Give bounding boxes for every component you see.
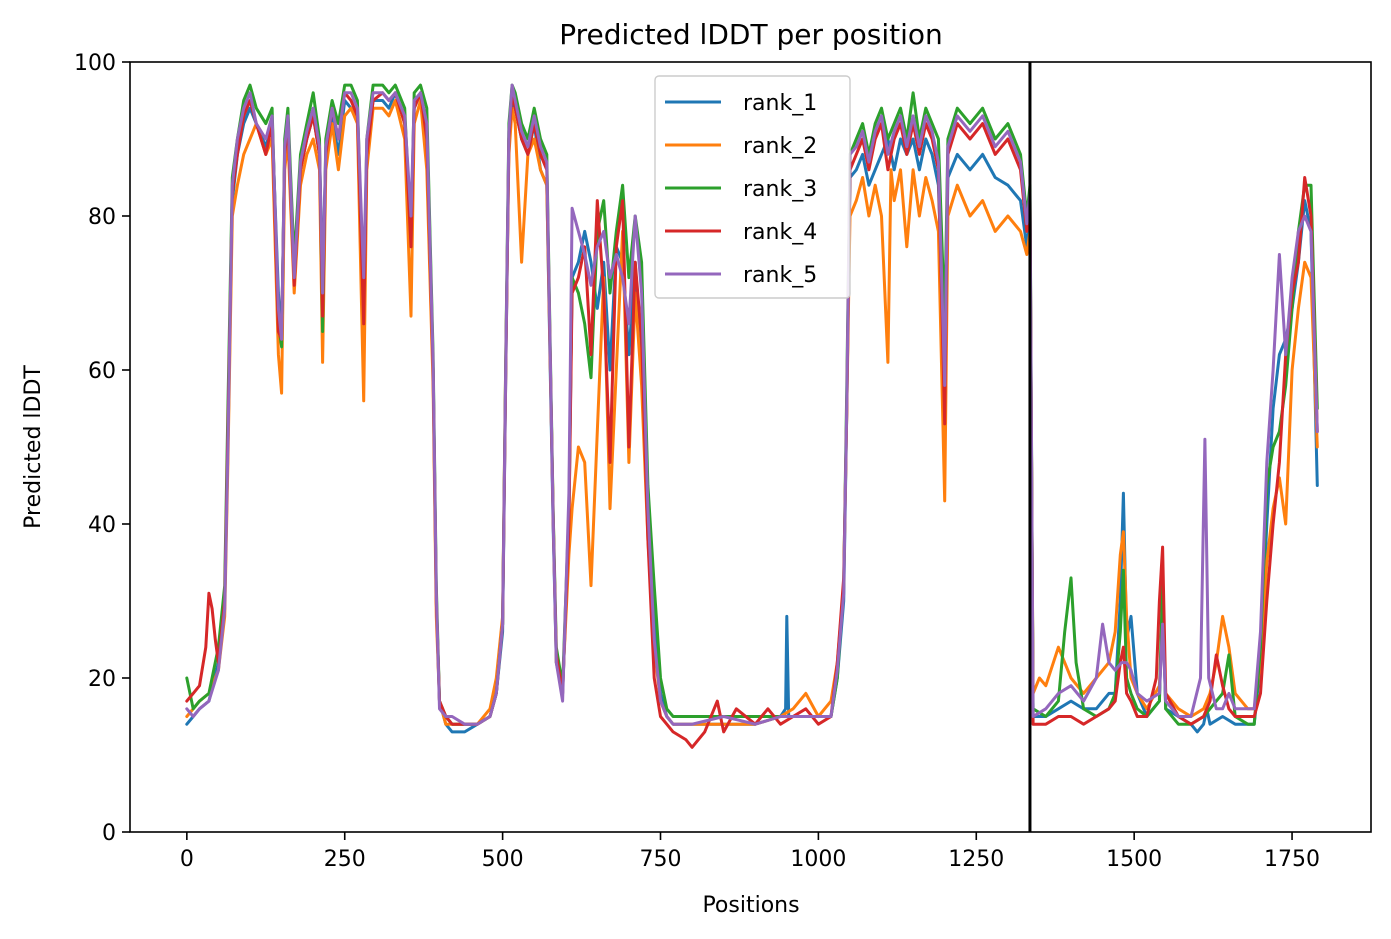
y-axis: 0 20 40 60 80 100 bbox=[74, 51, 130, 846]
legend-label-rank-5: rank_5 bbox=[743, 263, 817, 288]
y-tick-label: 80 bbox=[88, 205, 116, 230]
x-tick-label: 1750 bbox=[1264, 847, 1320, 872]
y-tick-label: 0 bbox=[102, 821, 116, 846]
x-tick-label: 1000 bbox=[790, 847, 846, 872]
plot-series bbox=[185, 83, 1319, 749]
x-axis-label: Positions bbox=[702, 893, 799, 918]
y-tick-label: 40 bbox=[88, 513, 116, 538]
x-tick-label: 750 bbox=[640, 847, 682, 872]
x-tick-label: 1250 bbox=[948, 847, 1004, 872]
y-tick-label: 20 bbox=[88, 667, 116, 692]
legend: rank_1 rank_2 rank_3 rank_4 rank_5 bbox=[654, 75, 851, 299]
legend-label-rank-4: rank_4 bbox=[743, 220, 817, 245]
legend-box bbox=[654, 75, 851, 299]
chart-title: Predicted lDDT per position bbox=[559, 18, 943, 51]
legend-label-rank-1: rank_1 bbox=[743, 91, 817, 116]
y-tick-label: 60 bbox=[88, 359, 116, 384]
legend-label-rank-2: rank_2 bbox=[743, 134, 817, 159]
x-axis: 0 250 500 750 1000 1250 1500 1750 bbox=[180, 832, 1320, 872]
plot-frame bbox=[129, 61, 1372, 833]
series-line-rank-5 bbox=[185, 83, 1319, 726]
x-tick-label: 0 bbox=[180, 847, 194, 872]
y-axis-label: Predicted lDDT bbox=[21, 365, 46, 529]
y-tick-label: 100 bbox=[74, 51, 116, 76]
series-line-rank-3 bbox=[185, 83, 1319, 726]
x-tick-label: 500 bbox=[482, 847, 524, 872]
x-tick-label: 1500 bbox=[1106, 847, 1162, 872]
x-tick-label: 250 bbox=[324, 847, 366, 872]
legend-label-rank-3: rank_3 bbox=[743, 177, 817, 202]
